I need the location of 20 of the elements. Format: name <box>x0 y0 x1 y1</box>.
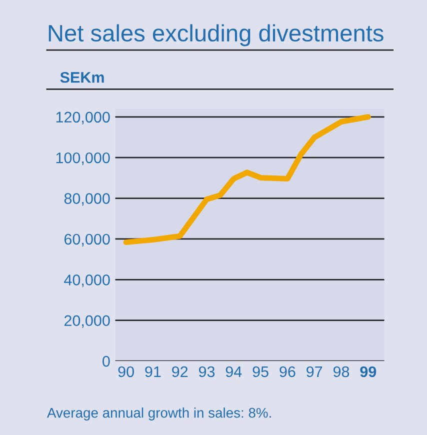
y-tick-label: 80,000 <box>64 193 110 206</box>
text: Average annual growth in sales: 8%. <box>47 408 271 420</box>
y-tick-label: 100,000 <box>56 152 110 166</box>
y-tick-label: 120,000 <box>56 112 110 124</box>
chart-title: Net sales excluding divestments <box>48 24 384 46</box>
x-tick-label: 96 <box>280 366 296 378</box>
x-tick-label: 90 <box>118 366 134 378</box>
y-tick-label: 40,000 <box>64 274 110 288</box>
x-tick-label: 92 <box>172 366 188 378</box>
y-tick-label: 20,000 <box>64 315 110 328</box>
x-tick-label: 98 <box>333 366 350 378</box>
y-tick-label: 0 <box>102 356 110 367</box>
x-tick-label: 91 <box>145 366 161 378</box>
y-tick-label: 60,000 <box>64 234 110 246</box>
x-tick-label: 95 <box>252 366 268 378</box>
y-axis-title: SEKm <box>60 72 104 83</box>
x-tick-label: 93 <box>198 366 215 378</box>
x-tick-label: 97 <box>306 366 322 378</box>
x-tick-label: 99 <box>360 366 376 378</box>
x-tick-label: 94 <box>226 366 242 378</box>
